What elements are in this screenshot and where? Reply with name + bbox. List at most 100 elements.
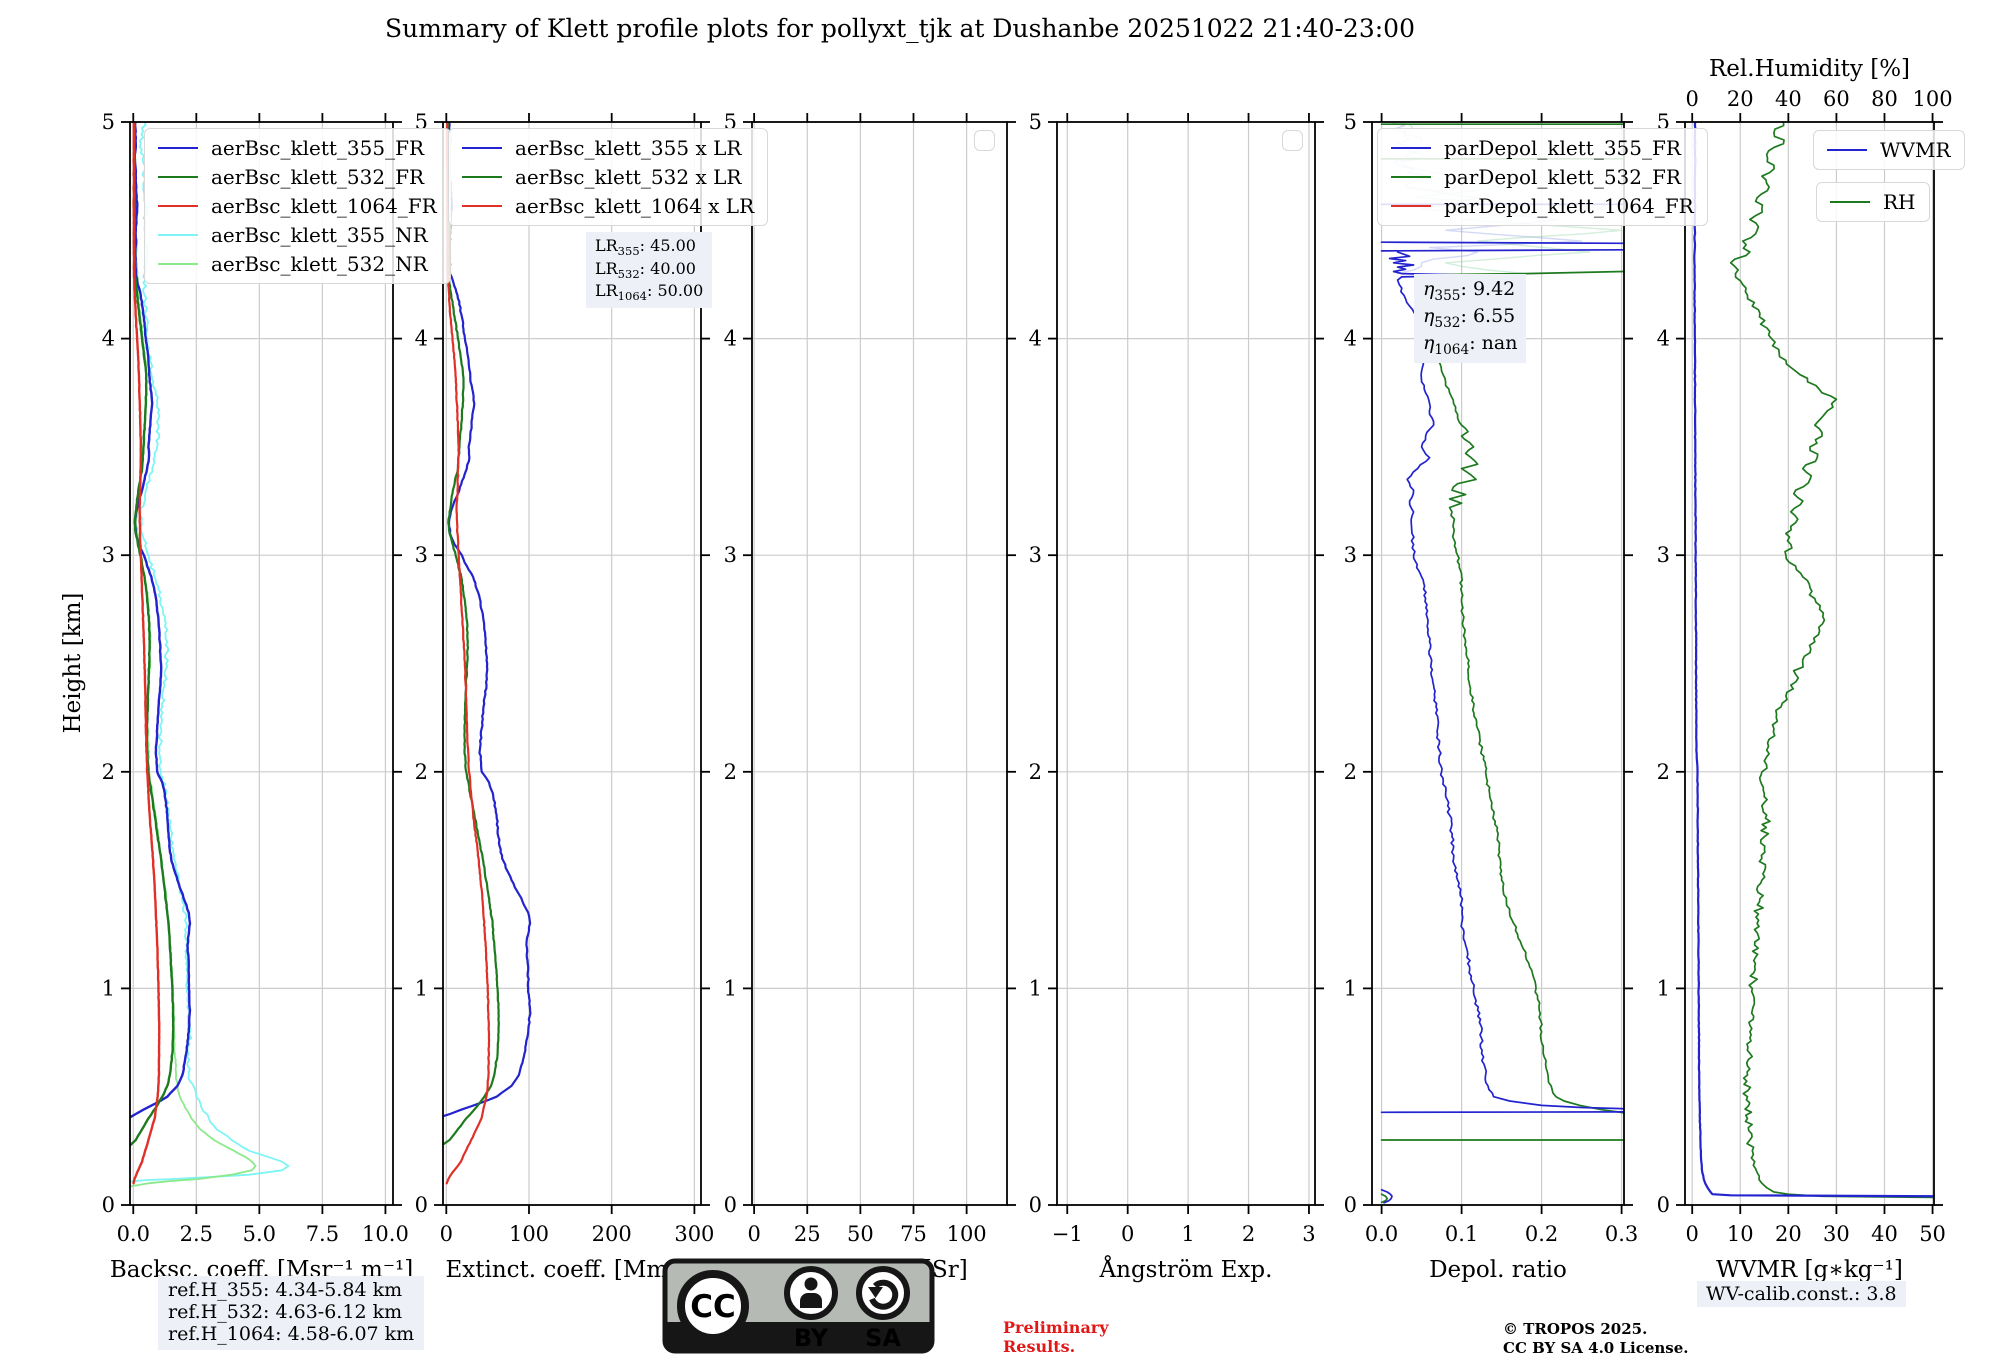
legend-label: parDepol_klett_1064_FR	[1444, 194, 1694, 218]
x-tick-label: 2.5	[180, 1222, 213, 1246]
y-tick-label: 2	[724, 760, 737, 784]
y-tick-label: 4	[1029, 327, 1042, 351]
x-tick-label: 50	[847, 1222, 874, 1246]
legend-entry: parDepol_klett_532_FR	[1391, 165, 1694, 189]
x-axis-label-depol: Depol. ratio	[1429, 1257, 1567, 1283]
legend-line-swatch	[462, 147, 502, 149]
legend-label: parDepol_klett_355_FR	[1444, 136, 1681, 160]
panel-angstrom: −1 0 1 2 3 0 1 2 3 4 5 Ångström Exp.	[1029, 110, 1324, 1283]
x-axis-label-wvmr: WVMR [g∗kg⁻¹]	[1716, 1257, 1903, 1283]
legend: aerBsc_klett_355_FR aerBsc_klett_532_FR ae…	[144, 128, 451, 284]
annotation-line: η1064: nan	[1423, 331, 1518, 358]
y-tick-label: 1	[1657, 976, 1670, 1000]
x-tick-label: 0	[747, 1222, 760, 1246]
annotation-line: LR1064: 50.00	[595, 281, 704, 304]
legend-entry: aerBsc_klett_1064 x LR	[462, 194, 754, 218]
panel-depol: 0.0 0.1 0.2 0.3 0 1 2 3 4 5 Depol. ratio parDepol_k…	[1344, 110, 1708, 1283]
y-tick-label: 2	[1029, 760, 1042, 784]
copyright-line-1: © TROPOS 2025.	[1503, 1320, 1648, 1338]
panel-backscatter: 0.0 2.5 5.0 7.5 10.0 0 1 2 3 4 5 Backsc. coeff. [Ms…	[102, 110, 451, 1283]
cc-circle-text: CC	[690, 1289, 736, 1325]
legend-entry: aerBsc_klett_1064_FR	[158, 194, 437, 218]
legend-label: parDepol_klett_532_FR	[1444, 165, 1681, 189]
y-tick-label: 2	[1344, 760, 1357, 784]
x-axis-label-angstrom: Ångström Exp.	[1099, 1255, 1273, 1283]
series-aerBsc_klett_532_FR	[130, 122, 175, 1147]
y-tick-label: 1	[1344, 976, 1357, 1000]
by-person-head	[804, 1277, 818, 1291]
empty-legend-box	[1282, 130, 1303, 151]
x-tick-label: 75	[900, 1222, 927, 1246]
series-layer	[130, 122, 290, 1188]
x-tick-label: 0	[1686, 1222, 1699, 1246]
x-tick-label: 100	[509, 1222, 549, 1246]
by-person-body	[800, 1293, 822, 1308]
top-tick-label: 40	[1775, 87, 1802, 111]
wv-calibration-annotation: WV-calib.const.: 3.8	[1697, 1281, 1906, 1307]
y-tick-label: 3	[724, 543, 737, 567]
y-tick-label: 3	[1344, 543, 1357, 567]
x-tick-label: 3	[1302, 1222, 1315, 1246]
legend-entry: aerBsc_klett_532 x LR	[462, 165, 754, 189]
copyright-note: © TROPOS 2025. CC BY SA 4.0 License.	[1503, 1320, 1689, 1358]
cc-circle-icon	[677, 1270, 749, 1342]
panel-wvmr: 0 10 20 30 40 50 0 1 2 3 4 5 WVMR [g∗kg⁻¹] 0 20 40 60 80 1…	[1657, 56, 1965, 1283]
legend-label: aerBsc_klett_532_NR	[211, 252, 428, 276]
legend: parDepol_klett_355_FR parDepol_klett_532_…	[1377, 128, 1708, 226]
ref-height-355: ref.H_355: 4.34-5.84 km	[168, 1279, 403, 1301]
y-tick-label: 1	[1029, 976, 1042, 1000]
x-tick-label: 200	[592, 1222, 632, 1246]
legend-line-swatch	[1391, 176, 1431, 178]
y-tick-label: 4	[1344, 327, 1357, 351]
y-tick-label: 4	[102, 327, 115, 351]
top-tick-label: 100	[1913, 87, 1953, 111]
top-tick-label: 80	[1871, 87, 1898, 111]
series-parDepol_klett_532_FR	[1380, 1193, 1389, 1204]
y-tick-label: 0	[1029, 1193, 1042, 1217]
empty-legend-box	[974, 130, 995, 151]
series-layer	[1693, 122, 1934, 1199]
top-tick-label: 20	[1727, 87, 1754, 111]
x-tick-label: 1	[1181, 1222, 1194, 1246]
x-axis-label-extinction: Extinct. coeff. [Mm⁻¹]	[445, 1257, 698, 1283]
legend-line-swatch	[1827, 149, 1867, 151]
legend-label: WVMR	[1880, 138, 1951, 162]
legend-label: aerBsc_klett_355_NR	[211, 223, 428, 247]
series-aerBsc_klett_1064_x_LR	[445, 122, 491, 1185]
legend-label: aerBsc_klett_1064_FR	[211, 194, 437, 218]
x-tick-label: 100	[947, 1222, 987, 1246]
y-tick-label: 5	[102, 110, 115, 134]
x-tick-label: 7.5	[306, 1222, 339, 1246]
y-tick-label: 4	[1657, 327, 1670, 351]
legend: aerBsc_klett_355 x LR aerBsc_klett_532 x …	[448, 128, 769, 226]
annotation-line: LR532: 40.00	[595, 258, 696, 281]
legend-entry: WVMR	[1827, 138, 1951, 162]
legend-line-swatch	[462, 205, 502, 207]
legend-line-swatch	[158, 263, 198, 265]
legend-label: aerBsc_klett_532 x LR	[515, 165, 742, 189]
x-tick-label: 40	[1871, 1222, 1898, 1246]
x-tick-label: 0	[1121, 1222, 1134, 1246]
annotation-line: LR355: 45.00	[595, 236, 696, 259]
x-tick-label: 10.0	[362, 1222, 409, 1246]
x-tick-label: 50	[1919, 1222, 1946, 1246]
y-tick-label: 1	[724, 976, 737, 1000]
x-tick-label: 20	[1775, 1222, 1802, 1246]
legend-line-swatch	[1391, 147, 1431, 149]
ref-height-annotation: ref.H_355: 4.34-5.84 km ref.H_532: 4.63-…	[158, 1276, 425, 1350]
annotation-line: η355: 9.42	[1423, 278, 1516, 304]
x-tick-label: 300	[674, 1222, 714, 1246]
y-tick-label: 0	[102, 1193, 115, 1217]
y-tick-label: 5	[1029, 110, 1042, 134]
x-tick-label: 30	[1823, 1222, 1850, 1246]
annotation-box: LR355: 45.00 LR532: 40.00 LR1064: 50.00	[586, 232, 713, 308]
y-tick-label: 4	[415, 327, 428, 351]
x-tick-label: 0.3	[1605, 1222, 1638, 1246]
preliminary-line-1: Preliminary	[1003, 1318, 1109, 1337]
annotation-box: η355: 9.42 η532: 6.55 η1064: nan	[1414, 274, 1527, 363]
legend-entry: aerBsc_klett_355_NR	[158, 223, 437, 247]
top-axis-label: Rel.Humidity [%]	[1709, 56, 1910, 82]
sa-arrow-arc	[869, 1279, 899, 1310]
annotation-line: η532: 6.55	[1423, 304, 1516, 331]
legend: WVMR	[1813, 130, 1965, 170]
